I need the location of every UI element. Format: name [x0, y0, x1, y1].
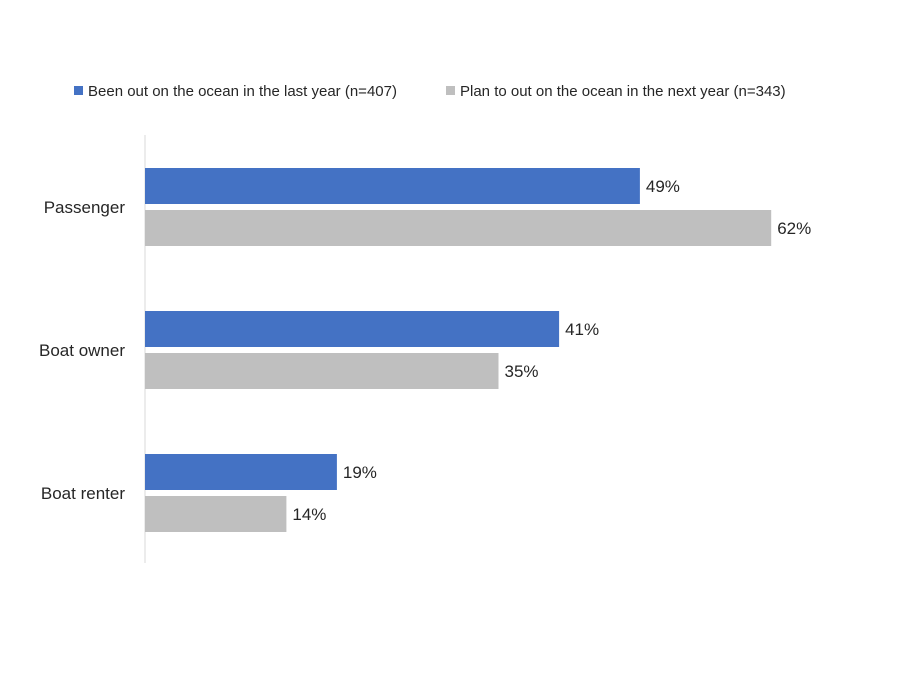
- bar-passenger-series-2: [145, 210, 772, 246]
- category-label-boat-renter: Boat renter: [41, 484, 125, 503]
- category-labels: Passenger Boat owner Boat renter: [39, 198, 125, 503]
- bar-boat-owner-series-1: [145, 311, 560, 347]
- data-label-boat-owner-series-1: 41%: [565, 320, 599, 339]
- bar-passenger-series-1: [145, 168, 640, 204]
- legend-swatch-series-1: [74, 86, 83, 95]
- bar-boat-renter-series-1: [145, 454, 337, 490]
- data-label-boat-renter-series-2: 14%: [292, 505, 326, 524]
- data-label-boat-renter-series-1: 19%: [343, 463, 377, 482]
- category-label-boat-owner: Boat owner: [39, 341, 125, 360]
- legend-label-series-2: Plan to out on the ocean in the next yea…: [460, 83, 786, 100]
- data-label-boat-owner-series-2: 35%: [505, 362, 539, 381]
- legend-label-series-1: Been out on the ocean in the last year (…: [88, 83, 397, 100]
- legend: Been out on the ocean in the last year (…: [74, 83, 786, 100]
- data-label-passenger-series-1: 49%: [646, 177, 680, 196]
- bars: 49% 62% 41% 35% 19% 14%: [145, 168, 811, 532]
- category-label-passenger: Passenger: [44, 198, 126, 217]
- bar-boat-renter-series-2: [145, 496, 287, 532]
- data-label-passenger-series-2: 62%: [777, 219, 811, 238]
- bar-boat-owner-series-2: [145, 353, 499, 389]
- legend-swatch-series-2: [446, 86, 455, 95]
